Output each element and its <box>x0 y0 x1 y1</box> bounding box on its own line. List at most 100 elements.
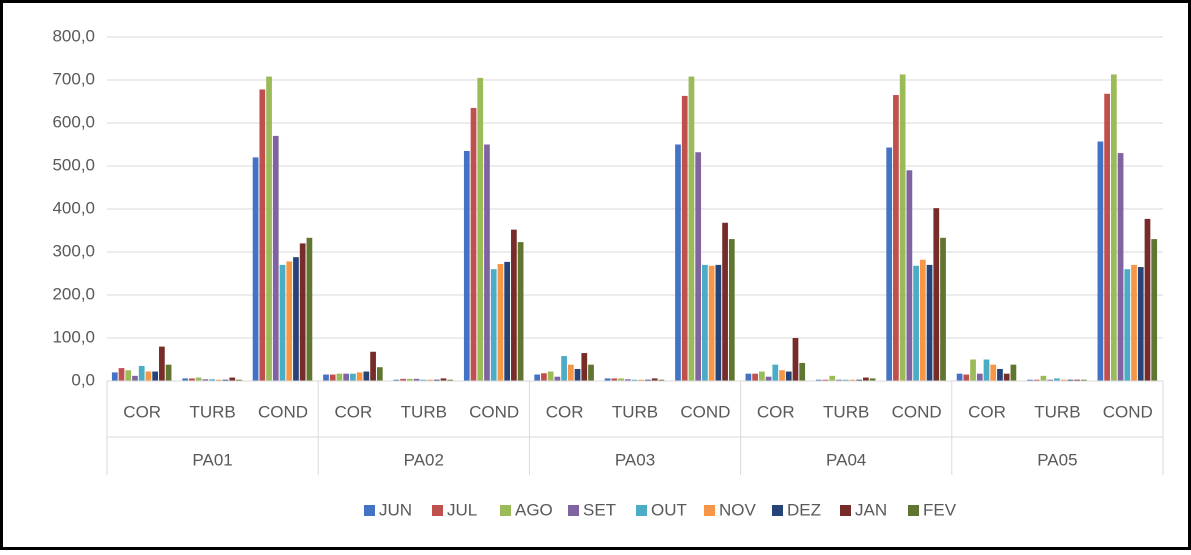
bar <box>638 379 645 381</box>
bar <box>350 373 356 381</box>
bar <box>490 269 497 381</box>
y-tick-label: 0,0 <box>71 370 95 389</box>
legend-swatch <box>636 505 647 516</box>
y-tick-label: 500,0 <box>52 155 95 174</box>
bar <box>363 371 370 381</box>
legend-label: JUN <box>379 500 412 519</box>
bar <box>440 378 447 381</box>
bar <box>202 379 209 381</box>
bar <box>484 144 490 381</box>
bar <box>567 364 574 381</box>
bar <box>1151 239 1158 381</box>
x-tick-label: COR <box>968 402 1006 421</box>
x-tick-label: COND <box>680 402 730 421</box>
bar <box>581 353 588 381</box>
bar <box>554 376 561 381</box>
y-tick-label: 200,0 <box>52 284 95 303</box>
bar <box>125 370 132 381</box>
bar <box>306 237 313 381</box>
bar <box>370 351 376 381</box>
legend-label: JUL <box>447 500 477 519</box>
bar <box>695 152 702 381</box>
bar <box>933 208 940 381</box>
group-label: PA03 <box>615 450 655 469</box>
bar <box>138 365 145 381</box>
bar <box>189 378 195 381</box>
bar <box>259 89 266 382</box>
bar <box>1040 375 1047 381</box>
x-tick-label: TURB <box>1034 402 1080 421</box>
bar <box>1104 93 1110 381</box>
bar <box>1010 364 1017 381</box>
bar <box>1117 153 1124 381</box>
group-label: PA05 <box>1037 450 1077 469</box>
bar <box>829 375 836 381</box>
bar <box>651 378 658 381</box>
bar <box>152 371 159 381</box>
bar <box>511 229 517 381</box>
bar <box>752 373 758 381</box>
bar <box>393 379 400 381</box>
y-tick-label: 300,0 <box>52 241 95 260</box>
legend-label: AGO <box>515 500 553 519</box>
legend-swatch <box>432 505 443 516</box>
bar <box>1097 141 1104 381</box>
legend-label: FEV <box>923 500 957 519</box>
legend-label: JAN <box>855 500 887 519</box>
bar <box>266 76 272 381</box>
bar <box>1074 379 1080 381</box>
bar <box>159 346 165 381</box>
bar <box>919 259 926 381</box>
bar <box>702 264 708 381</box>
bar <box>182 378 189 381</box>
x-tick-label: COR <box>335 402 373 421</box>
bar <box>1003 373 1010 381</box>
legend-label: OUT <box>651 500 687 519</box>
bar <box>997 368 1003 381</box>
bar <box>1027 379 1033 381</box>
bar <box>708 265 715 381</box>
bar <box>470 107 477 381</box>
legend-label: DEZ <box>787 500 821 519</box>
bar <box>681 95 688 381</box>
bar <box>420 379 427 381</box>
bar <box>406 378 413 381</box>
bar <box>427 379 433 381</box>
x-tick-label: COND <box>1103 402 1153 421</box>
bar <box>229 377 236 381</box>
bar <box>990 364 997 381</box>
y-tick-label: 600,0 <box>52 112 95 131</box>
x-tick-label: TURB <box>823 402 869 421</box>
bar <box>236 379 242 381</box>
y-tick-label: 100,0 <box>52 327 95 346</box>
group-label: PA04 <box>826 450 866 469</box>
bar <box>618 378 624 381</box>
legend-swatch <box>772 505 783 516</box>
bar <box>758 371 765 381</box>
bar <box>1080 379 1087 381</box>
x-tick-label: TURB <box>189 402 235 421</box>
bar <box>956 373 963 381</box>
bar <box>447 379 454 381</box>
bar <box>517 242 524 381</box>
bar <box>970 359 976 381</box>
legend-swatch <box>840 505 851 516</box>
bar <box>792 338 799 381</box>
bar <box>688 76 695 381</box>
legend-swatch <box>568 505 579 516</box>
bar <box>400 378 406 381</box>
bar <box>869 378 876 381</box>
bar <box>433 379 440 381</box>
bar <box>209 379 215 381</box>
bar <box>541 373 547 381</box>
bar <box>588 364 594 381</box>
bar <box>849 379 856 381</box>
bar <box>1047 379 1054 381</box>
bar <box>983 359 990 381</box>
legend-label: SET <box>583 500 616 519</box>
x-tick-label: TURB <box>612 402 658 421</box>
bar <box>111 372 118 381</box>
bar <box>118 368 125 381</box>
bar <box>1067 379 1074 381</box>
bar <box>745 373 752 381</box>
